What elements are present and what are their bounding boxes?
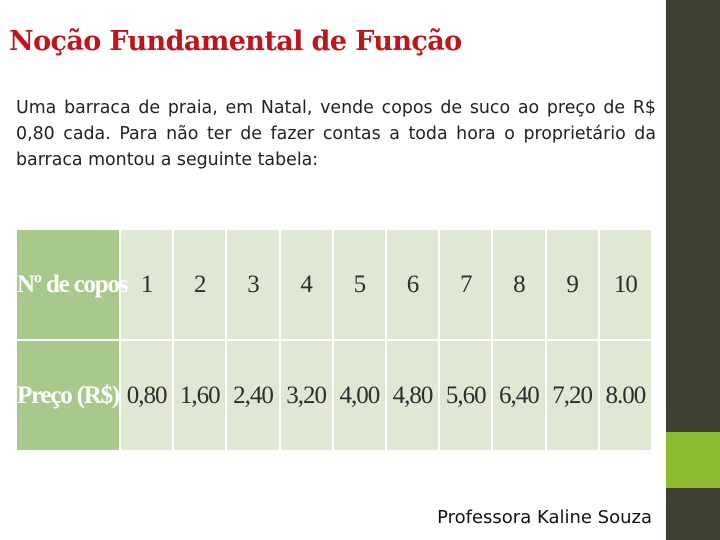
table-cell: 1 (121, 230, 173, 339)
slide-paragraph: Uma barraca de praia, em Natal, vende co… (16, 98, 656, 170)
table-cell: 7 (440, 230, 492, 339)
table-cell: 6 (386, 230, 439, 339)
sidebar-accent-block (666, 432, 720, 488)
table-cell: 9 (546, 230, 598, 339)
table-cell: 2 (174, 230, 226, 339)
table-cell: 10 (599, 230, 651, 339)
table-cell: 6,40 (493, 341, 545, 450)
table-row-precos: Preço (R$) 0,80 1,60 2,40 3,20 4,00 4,80… (17, 341, 651, 450)
table-cell: 7,20 (546, 341, 598, 450)
table-cell: 4 (280, 230, 332, 339)
table-row-copos: Nº de copos 1 2 3 4 5 6 7 8 9 10 (17, 230, 651, 339)
price-table: Nº de copos 1 2 3 4 5 6 7 8 9 10 Preço (… (15, 228, 653, 452)
table-cell: 4,80 (386, 341, 439, 450)
table-cell: 0,80 (121, 341, 173, 450)
table-cell: 3 (227, 230, 279, 339)
table-cell: 1,60 (174, 341, 226, 450)
price-table-container: Nº de copos 1 2 3 4 5 6 7 8 9 10 Preço (… (15, 228, 653, 452)
table-cell: 5 (333, 230, 385, 339)
table-cell: 2,40 (227, 341, 279, 450)
table-cell: 8 (493, 230, 545, 339)
table-cell: 4,00 (333, 341, 385, 450)
row-label-preco: Preço (R$) (17, 341, 120, 450)
table-cell: 3,20 (280, 341, 332, 450)
author-footer: Professora Kaline Souza (437, 507, 652, 528)
table-cell: 5,60 (440, 341, 492, 450)
slide-title: Noção Fundamental de Função (9, 26, 462, 57)
table-cell: 8.00 (599, 341, 651, 450)
row-label-copos: Nº de copos (17, 230, 129, 339)
